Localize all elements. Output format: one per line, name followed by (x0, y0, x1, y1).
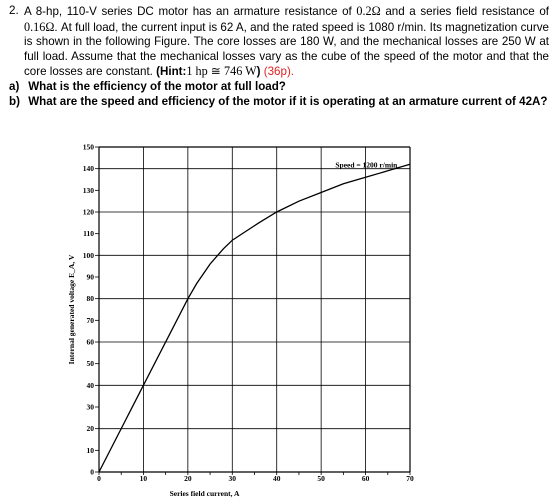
x-tick-label: 30 (229, 474, 237, 483)
x-tick-label: 40 (273, 474, 281, 483)
y-tick-label: 60 (87, 338, 95, 347)
hint: (Hint:1 hp ≅ 746 W) (156, 64, 261, 79)
y-tick-label: 100 (83, 251, 95, 260)
x-tick-label: 0 (97, 474, 101, 483)
x-tick-label: 50 (317, 474, 325, 483)
problem-number: 2. (9, 4, 19, 17)
y-tick-label: 90 (87, 273, 95, 282)
y-axis-label: Internal generated voltage E_A, V (67, 254, 76, 364)
armature-resistance: 0.2Ω (356, 4, 381, 18)
y-tick-label: 80 (87, 294, 95, 303)
x-tick-label: 60 (362, 474, 370, 483)
chart-grid (98, 146, 411, 473)
x-tick-label: 10 (140, 474, 148, 483)
chart-ticks: 0 10 20 30 40 50 60 70 0 10 20 30 40 50 60 70 80 90 100 110… (83, 143, 414, 484)
y-tick-label: 30 (87, 403, 95, 412)
y-tick-label: 10 (87, 446, 95, 455)
y-tick-label: 150 (83, 143, 95, 152)
y-tick-label: 140 (83, 164, 95, 173)
problem-text: A 8-hp, 110-V series DC motor has an arm… (24, 4, 549, 79)
y-tick-label: 110 (83, 229, 94, 238)
question-a: a) What is the efficiency of the motor a… (9, 79, 286, 93)
y-tick-label: 130 (83, 186, 95, 195)
y-tick-label: 70 (87, 316, 95, 325)
y-tick-label: 50 (87, 359, 95, 368)
x-tick-label: 20 (184, 474, 192, 483)
magnetization-curve (98, 163, 411, 473)
speed-annotation: Speed = 1200 r/min (335, 161, 398, 170)
question-b: b) What are the speed and efficiency of … (9, 94, 548, 108)
problem-statement: 2. A 8-hp, 110-V series DC motor has an … (9, 4, 549, 109)
y-tick-label: 20 (87, 424, 95, 433)
points-badge: (36p). (263, 65, 295, 79)
y-tick-label: 40 (87, 381, 95, 390)
y-tick-label: 0 (90, 468, 94, 477)
x-tick-label: 70 (406, 474, 414, 483)
problem-2: 2. A 8-hp, 110-V series DC motor has an … (9, 4, 549, 80)
x-axis-label: Series field current, A (170, 489, 240, 498)
y-tick-label: 120 (83, 208, 95, 217)
series-field-resistance: 0.16Ω (24, 19, 55, 34)
